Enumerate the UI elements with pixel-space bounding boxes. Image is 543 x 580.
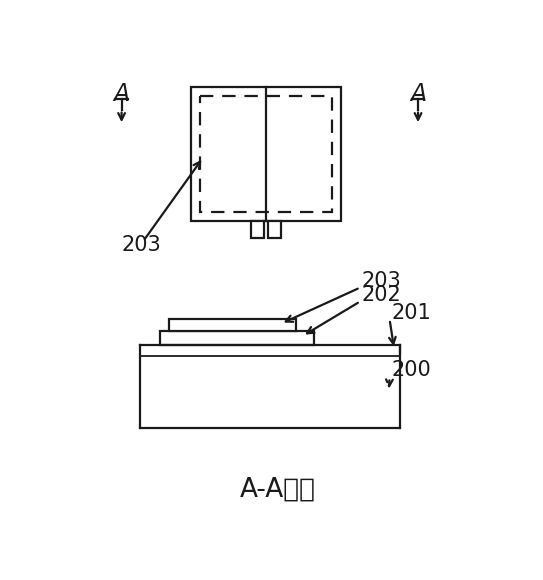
Text: 202: 202 [362, 285, 402, 305]
Text: A-A剖面: A-A剖面 [240, 476, 316, 502]
Text: 203: 203 [362, 271, 402, 291]
Text: A: A [113, 82, 130, 106]
Bar [250, 222, 264, 238]
Text: A: A [410, 82, 426, 106]
Bar [160, 331, 314, 345]
Bar [200, 96, 332, 212]
Text: 201: 201 [391, 303, 431, 323]
Text: 203: 203 [122, 235, 161, 255]
Bar [268, 222, 281, 238]
Bar [169, 319, 296, 331]
Bar [191, 86, 341, 222]
Text: 200: 200 [391, 360, 431, 380]
